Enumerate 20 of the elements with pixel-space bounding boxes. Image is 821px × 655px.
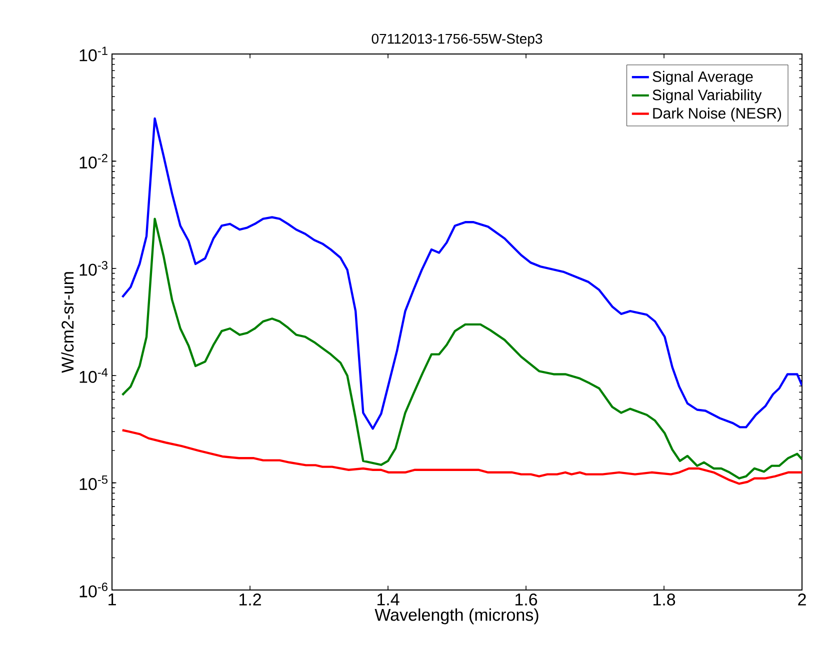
x-axis-title: Wavelength (microns) [374, 608, 538, 624]
chart-title: 07112013-1756-55W-Step3 [372, 34, 542, 46]
y-axis-title: W/cm2-sr-um [61, 272, 74, 373]
legend-label: Dark Noise (NESR) [653, 108, 782, 122]
x-tick-label: 1.6 [515, 594, 538, 606]
line-series [121, 429, 802, 485]
y-tick-label: 10$^{-3}$ [80, 261, 108, 276]
x-tick-label: 2 [798, 594, 806, 606]
y-tick-label: 10$^{-1}$ [80, 46, 108, 62]
y-tick-label: 10$^{-2}$ [80, 154, 108, 169]
legend-label: Signal Variability [652, 89, 762, 104]
line-series [121, 218, 802, 480]
y-tick-label: 10$^{-5}$ [80, 475, 108, 490]
y-tick-label: 10$^{-4}$ [80, 368, 108, 383]
x-tick-label: 1 [108, 594, 116, 606]
x-tick-label: 1.2 [239, 594, 261, 606]
y-tick-label: 10$^{-6}$ [80, 582, 108, 598]
x-tick-label: 1.4 [377, 594, 400, 606]
x-tick-label: 1.8 [653, 594, 676, 606]
legend-label: Signal Average [652, 70, 753, 85]
